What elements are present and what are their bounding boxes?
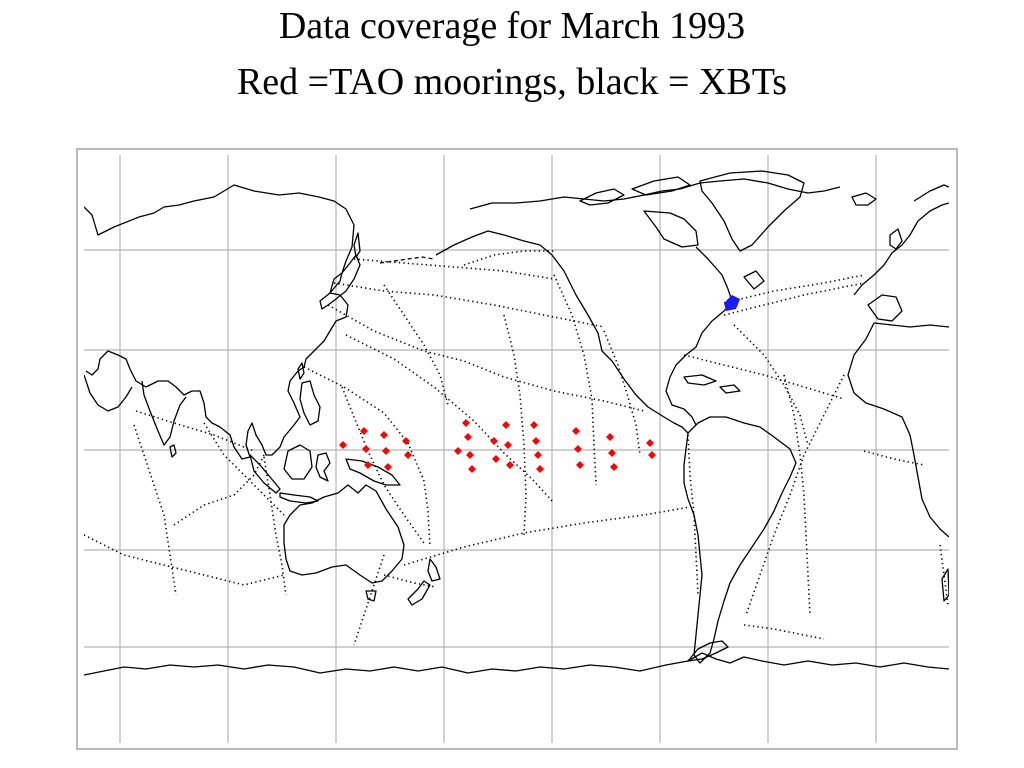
tao-mooring bbox=[339, 441, 347, 449]
xbt-track bbox=[383, 574, 437, 588]
tao-mooring bbox=[530, 421, 538, 429]
tao-mooring bbox=[464, 433, 472, 441]
tao-mooring bbox=[608, 449, 616, 457]
taiwan bbox=[297, 362, 305, 380]
new-zealand-north bbox=[427, 558, 441, 582]
xbt-track bbox=[173, 454, 265, 526]
tasmania bbox=[365, 590, 377, 602]
antarctic-peninsula bbox=[687, 640, 729, 662]
coastlines bbox=[84, 170, 949, 676]
madagascar bbox=[941, 568, 949, 602]
xbt-track bbox=[939, 544, 949, 606]
antarctica bbox=[84, 652, 949, 676]
borneo bbox=[283, 444, 313, 480]
tao-mooring bbox=[504, 441, 512, 449]
north-america-arctic bbox=[469, 178, 841, 210]
sulawesi bbox=[315, 452, 331, 482]
xbt-track bbox=[723, 282, 865, 316]
new-zealand-south bbox=[407, 580, 431, 606]
tao-mooring bbox=[506, 461, 514, 469]
tao-mooring bbox=[364, 461, 372, 469]
tao-mooring bbox=[492, 455, 500, 463]
north-america-west-coast bbox=[435, 230, 689, 434]
xbt-track bbox=[84, 534, 285, 586]
australia bbox=[283, 484, 405, 584]
newfoundland bbox=[743, 270, 765, 290]
north-america-east-coast bbox=[665, 246, 733, 426]
xbt-track bbox=[203, 422, 285, 516]
british-isles bbox=[889, 228, 903, 250]
europe-coastline bbox=[853, 202, 949, 296]
xbt-track bbox=[745, 374, 845, 616]
blue-data-cluster bbox=[724, 295, 740, 311]
xbt-track bbox=[553, 274, 597, 486]
tao-mooring bbox=[532, 437, 540, 445]
xbt-track bbox=[743, 624, 825, 640]
tao-mooring bbox=[610, 463, 618, 471]
title-line-2: Red =TAO moorings, black = XBTs bbox=[236, 61, 788, 103]
sakhalin bbox=[353, 232, 361, 258]
xbt-track bbox=[783, 374, 811, 616]
philippines bbox=[299, 380, 321, 426]
tao-mooring bbox=[402, 437, 410, 445]
tao-mooring bbox=[576, 461, 584, 469]
sumatra bbox=[249, 454, 281, 494]
xbt-track bbox=[683, 354, 845, 400]
tao-mooring bbox=[574, 445, 582, 453]
tao-mooring bbox=[466, 451, 474, 459]
tao-mooring bbox=[534, 451, 542, 459]
south-america bbox=[683, 416, 797, 664]
iberia bbox=[867, 294, 903, 322]
xbt-track bbox=[333, 282, 605, 328]
tao-mooring bbox=[490, 437, 498, 445]
scandinavia bbox=[913, 184, 949, 202]
tao-mooring bbox=[454, 447, 462, 455]
tao-mooring bbox=[380, 431, 388, 439]
tao-mooring bbox=[462, 419, 470, 427]
sri-lanka bbox=[169, 444, 177, 458]
africa bbox=[847, 322, 949, 538]
iceland bbox=[851, 192, 877, 206]
tao-mooring bbox=[404, 451, 412, 459]
tao-mooring bbox=[502, 421, 510, 429]
tao-mooring bbox=[362, 445, 370, 453]
tao-mooring bbox=[606, 433, 614, 441]
hudson-bay bbox=[643, 210, 699, 248]
tao-mooring bbox=[382, 447, 390, 455]
arctic-island bbox=[631, 176, 691, 196]
xbt-track bbox=[723, 274, 865, 304]
cuba bbox=[683, 374, 717, 386]
tao-mooring bbox=[572, 427, 580, 435]
india-coastline bbox=[141, 380, 187, 446]
java bbox=[279, 492, 319, 504]
xbt-track bbox=[733, 324, 809, 446]
asia-coastline bbox=[84, 184, 355, 460]
greenland bbox=[699, 170, 805, 252]
title-line-1: Data coverage for March 1993 bbox=[278, 5, 746, 47]
tao-moorings bbox=[339, 419, 656, 473]
tao-mooring bbox=[536, 465, 544, 473]
tao-mooring bbox=[468, 465, 476, 473]
tao-mooring bbox=[384, 463, 392, 471]
arabia-coastline bbox=[84, 374, 133, 412]
tao-mooring bbox=[360, 427, 368, 435]
aleutian-islands bbox=[379, 256, 435, 264]
tao-mooring bbox=[646, 439, 654, 447]
grid-lines bbox=[84, 155, 949, 743]
hispaniola bbox=[719, 384, 741, 394]
arctic-island bbox=[579, 188, 625, 206]
xbt-track bbox=[383, 284, 449, 406]
tao-mooring bbox=[648, 451, 656, 459]
xbt-track bbox=[353, 258, 555, 280]
world-map bbox=[84, 155, 949, 743]
map-background bbox=[84, 155, 949, 743]
xbt-track bbox=[463, 250, 554, 266]
